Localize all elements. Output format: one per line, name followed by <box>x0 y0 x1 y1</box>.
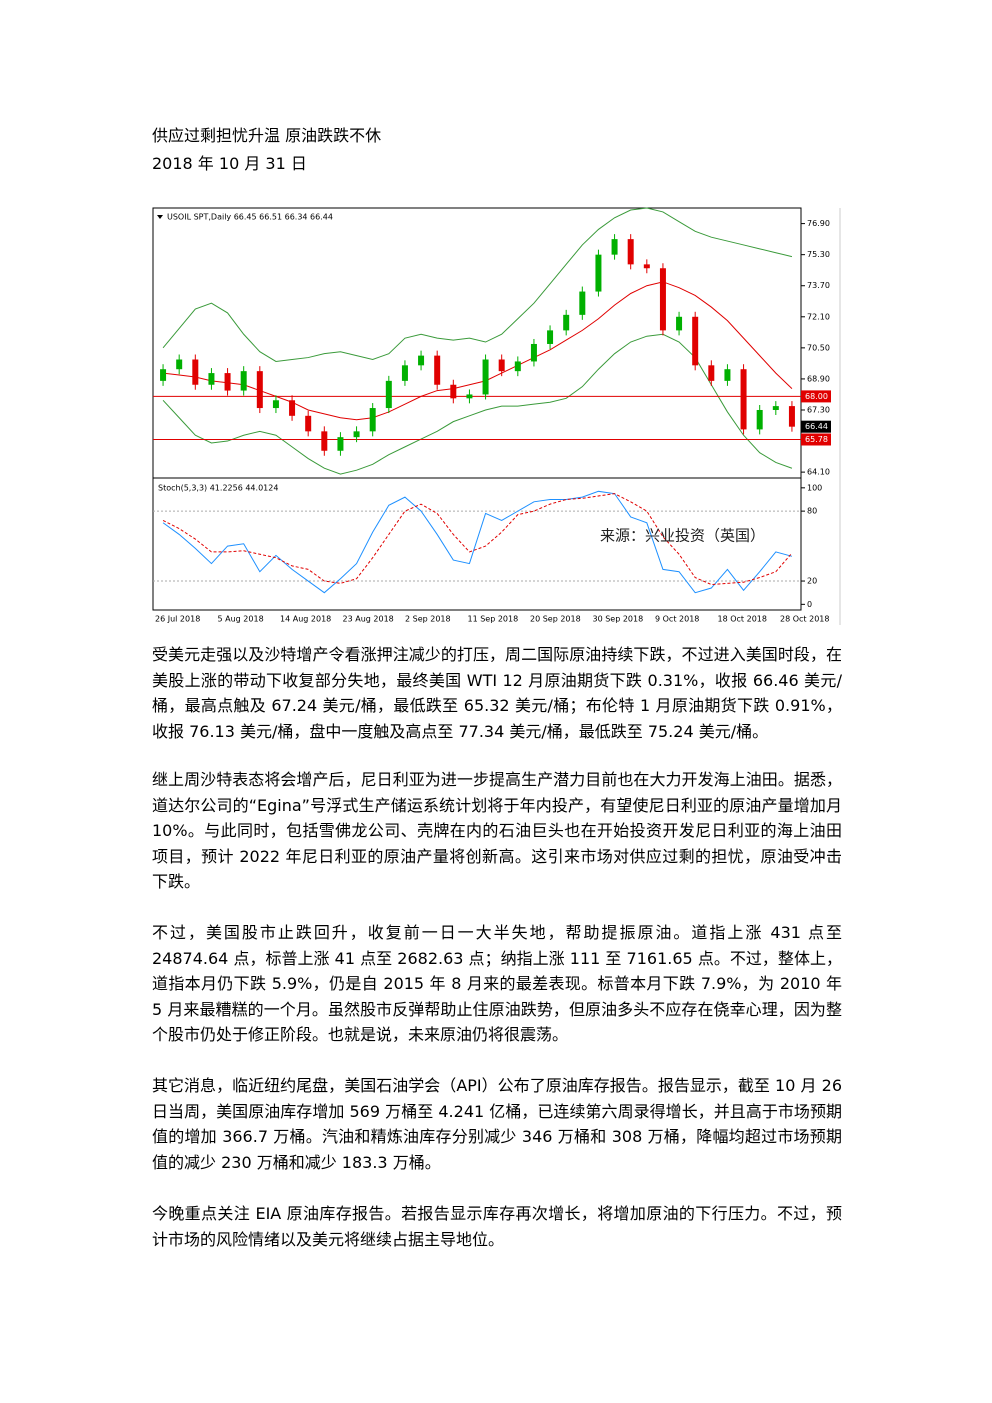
candle <box>708 365 715 381</box>
y-tick-label: 70.50 <box>807 343 830 352</box>
paragraph: 受美元走强以及沙特增产令看涨押注减少的打压，周二国际原油持续下跌，不过进入美国时… <box>152 645 842 741</box>
candle <box>240 371 247 391</box>
y-tick-label: 73.70 <box>807 281 830 290</box>
candle <box>756 409 763 430</box>
y-tick-label: 0 <box>807 600 812 609</box>
candle <box>321 431 328 451</box>
y-tick-label: 76.90 <box>807 219 830 228</box>
frame <box>152 207 802 611</box>
candle <box>772 406 779 410</box>
x-tick-label: 20 Sep 2018 <box>530 615 581 624</box>
candle <box>450 384 457 399</box>
candle <box>627 239 634 265</box>
stoch-title: Stoch(5,3,3) 41.2256 44.0124 <box>158 484 278 493</box>
y-tick-label: 20 <box>807 577 817 586</box>
candle <box>224 373 231 391</box>
x-tick-label: 23 Aug 2018 <box>343 615 394 624</box>
y-tick-label: 68.90 <box>807 374 830 383</box>
price-title: USOIL SPT,Daily 66.45 66.51 66.34 66.44 <box>167 213 333 222</box>
candle <box>482 359 489 395</box>
y-tick-label: 75.30 <box>807 250 830 259</box>
chart-figure: 64.10 67.30 68.90 70.50 72.10 73.70 75.30 76.90… <box>152 207 841 625</box>
band-line <box>162 207 793 362</box>
level-label-box <box>801 390 831 403</box>
x-tick-label: 14 Aug 2018 <box>280 615 331 624</box>
candle <box>563 314 570 331</box>
candle <box>337 437 344 451</box>
candle <box>160 369 167 381</box>
candle <box>514 361 521 372</box>
candle <box>208 373 215 385</box>
candle <box>692 316 699 366</box>
candle <box>740 369 747 430</box>
y-tick-label: 100 <box>807 483 822 492</box>
candle <box>643 264 650 269</box>
x-tick-label: 30 Sep 2018 <box>593 615 644 624</box>
candle <box>418 355 425 366</box>
stoch-line <box>162 493 793 586</box>
y-tick-label: 64.10 <box>807 468 830 477</box>
candle <box>547 330 554 344</box>
candle <box>595 254 602 292</box>
candle <box>498 359 505 372</box>
candle <box>353 431 360 438</box>
y-tick-label: 72.10 <box>807 312 830 321</box>
level-label: 68.00 <box>805 392 828 401</box>
y-tick-label: 67.30 <box>807 405 830 414</box>
x-tick-label: 11 Sep 2018 <box>468 615 519 624</box>
last-price-box <box>801 420 831 433</box>
date: 2018 年 10 月 31 日 <box>152 154 307 173</box>
candle <box>369 408 376 432</box>
candle <box>272 400 279 409</box>
candle <box>611 239 618 255</box>
candle <box>401 365 408 381</box>
menu-arrow <box>157 215 163 219</box>
candle <box>305 415 312 432</box>
stoch-line <box>162 490 793 594</box>
candle <box>530 343 537 362</box>
candle <box>192 359 199 385</box>
x-tick-label: 9 Oct 2018 <box>655 615 699 624</box>
paragraph: 今晚重点关注 EIA 原油库存报告。若报告显示库存再次增长，将增加原油的下行压力… <box>152 1204 842 1249</box>
y-tick-label: 80 <box>807 507 817 516</box>
candle <box>466 394 473 399</box>
band-line <box>162 333 793 475</box>
x-tick-label: 26 Jul 2018 <box>155 615 200 624</box>
candle <box>176 359 183 370</box>
candle <box>724 369 731 381</box>
candle <box>659 268 666 331</box>
title: 供应过剩担忧升温 原油跌跌不休 <box>152 126 382 145</box>
paragraph: 不过，美国股市止跌回升，收复前一日一大半失地，帮助提振原油。道指上涨 431 点… <box>152 923 842 1045</box>
candle <box>788 406 795 427</box>
x-tick-label: 28 Oct 2018 <box>780 615 829 624</box>
band-line <box>163 281 793 421</box>
candle <box>579 291 586 315</box>
candle <box>676 316 683 331</box>
level-label-box <box>801 433 831 446</box>
candle <box>256 371 263 409</box>
x-tick-label: 2 Sep 2018 <box>405 615 451 624</box>
paragraph: 其它消息，临近纽约尾盘，美国石油学会（API）公布了原油库存报告。报告显示，截至… <box>152 1076 842 1172</box>
x-tick-label: 18 Oct 2018 <box>718 615 767 624</box>
last-price-label: 66.44 <box>805 422 828 431</box>
level-label: 65.78 <box>805 435 828 444</box>
paragraph: 继上周沙特表态将会增产后，尼日利亚为进一步提高生产潜力目前也在大力开发海上油田。… <box>152 770 842 892</box>
candle <box>385 380 392 409</box>
candle <box>289 400 296 416</box>
x-tick-label: 5 Aug 2018 <box>218 615 264 624</box>
candle <box>434 355 441 385</box>
source-note: 来源：兴业投资（英国） <box>600 527 765 545</box>
